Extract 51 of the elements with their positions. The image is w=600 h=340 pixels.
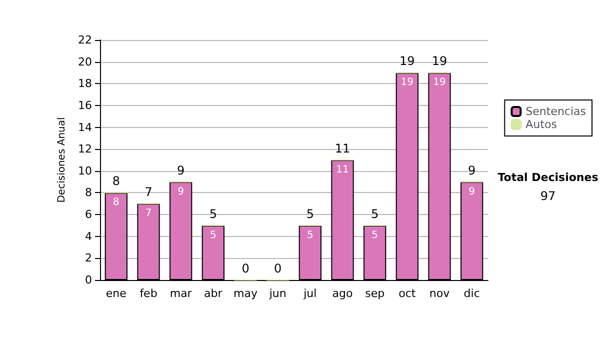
y-tick-label: 18 — [78, 77, 92, 90]
x-tick-label: jul — [302, 287, 317, 300]
y-tick-label: 10 — [78, 164, 92, 178]
x-tick-label: ago — [332, 287, 353, 300]
y-tick-label: 6 — [85, 208, 92, 222]
y-tick-label: 20 — [78, 55, 92, 68]
legend-label: Autos — [526, 118, 558, 131]
y-tick-label: 4 — [85, 230, 92, 243]
x-tick-label: nov — [429, 287, 450, 300]
total-label: 8 — [112, 174, 120, 188]
y-tick-label: 0 — [85, 274, 92, 286]
x-tick-label: ene — [106, 287, 127, 300]
x-tick-label: sep — [365, 287, 385, 300]
total-label: 19 — [400, 54, 415, 68]
data-label: 9 — [178, 186, 184, 198]
y-tick-label: 16 — [78, 98, 92, 112]
total-label: 0 — [274, 262, 282, 276]
x-tick-label: dic — [464, 287, 480, 300]
text: 97 — [540, 189, 556, 203]
total-label: 5 — [209, 206, 217, 221]
total-label: 0 — [242, 262, 250, 276]
x-tick-label: jun — [268, 287, 286, 300]
data-label: 5 — [372, 230, 378, 241]
total-label: 9 — [468, 163, 476, 178]
total-label: 5 — [371, 206, 379, 221]
legend-label: Sentencias — [526, 105, 586, 118]
data-label: 5 — [210, 230, 216, 241]
y-tick-label: 12 — [78, 142, 92, 156]
total-label: 9 — [177, 163, 185, 178]
y-tick-label: 8 — [85, 186, 92, 200]
x-tick-label: oct — [398, 287, 416, 300]
x-tick-label: mar — [170, 287, 192, 300]
data-label: 8 — [112, 197, 120, 208]
data-label: 9 — [468, 186, 476, 198]
total-label: 5 — [306, 206, 314, 221]
y-tick-label: 14 — [78, 120, 92, 134]
data-label: 11 — [336, 164, 349, 176]
text: Total Decisiones — [498, 171, 599, 184]
x-tick-label: may — [234, 287, 258, 300]
data-label: 19 — [433, 77, 446, 88]
x-tick-label: feb — [140, 287, 158, 300]
data-label: 7 — [145, 208, 152, 220]
y-tick-label: 2 — [85, 252, 92, 265]
data-label: 19 — [400, 77, 414, 88]
data-label: 5 — [306, 230, 314, 241]
y-tick-label: 22 — [78, 34, 92, 46]
x-tick-label: abr — [204, 287, 223, 300]
total-label: 19 — [432, 54, 448, 68]
total-label: 11 — [334, 142, 350, 156]
y-axis-title: Decisiones Anual — [56, 117, 68, 203]
total-label: 7 — [144, 185, 152, 200]
